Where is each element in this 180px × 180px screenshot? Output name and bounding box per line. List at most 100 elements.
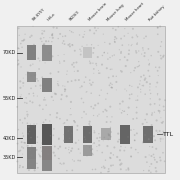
Point xyxy=(100,171,102,174)
Point xyxy=(30,154,33,157)
Point xyxy=(128,97,131,100)
Point xyxy=(118,138,121,141)
Point xyxy=(26,115,29,118)
Point xyxy=(111,83,114,86)
Point xyxy=(64,147,67,150)
Point xyxy=(148,62,151,65)
Point xyxy=(156,93,159,96)
FancyBboxPatch shape xyxy=(143,126,153,143)
Point xyxy=(145,81,148,84)
Point xyxy=(17,128,20,131)
Point xyxy=(19,86,22,89)
Point xyxy=(22,135,25,138)
Point xyxy=(18,34,21,37)
Point xyxy=(88,146,91,149)
Point xyxy=(147,48,150,50)
Point xyxy=(90,92,93,95)
Point xyxy=(156,161,158,163)
Point xyxy=(58,117,61,120)
Point xyxy=(139,88,142,91)
Point xyxy=(145,121,148,124)
Point xyxy=(30,74,33,77)
Point xyxy=(38,68,40,70)
Point xyxy=(78,33,81,36)
Point xyxy=(104,98,107,101)
Point xyxy=(111,86,114,89)
Point xyxy=(83,136,86,139)
Point xyxy=(80,97,83,100)
Point xyxy=(56,82,59,85)
Point xyxy=(161,122,164,124)
Point xyxy=(156,26,159,29)
Text: SKOV3: SKOV3 xyxy=(69,10,81,22)
Point xyxy=(125,89,128,92)
Point xyxy=(163,160,166,163)
Point xyxy=(123,110,126,113)
Point xyxy=(70,113,73,116)
Point xyxy=(134,148,137,151)
Point xyxy=(39,155,42,158)
Point xyxy=(19,95,22,98)
Point xyxy=(73,119,76,122)
Point xyxy=(108,170,111,173)
Point xyxy=(158,66,161,69)
Point xyxy=(129,129,132,132)
Point xyxy=(79,159,82,162)
Point xyxy=(126,59,129,62)
Point xyxy=(120,52,122,55)
Point xyxy=(138,64,141,67)
Point xyxy=(105,109,108,112)
Point xyxy=(86,90,88,93)
Point xyxy=(77,139,80,142)
Point xyxy=(97,72,100,75)
Point xyxy=(135,117,138,120)
FancyBboxPatch shape xyxy=(42,160,52,171)
FancyBboxPatch shape xyxy=(27,147,36,159)
Point xyxy=(98,136,101,139)
Point xyxy=(65,73,68,76)
Point xyxy=(116,156,119,158)
Point xyxy=(100,89,103,92)
Point xyxy=(142,74,145,77)
Point xyxy=(130,155,132,158)
Point xyxy=(93,142,96,145)
Point xyxy=(68,146,70,149)
Point xyxy=(149,92,152,95)
Point xyxy=(80,116,83,119)
Point xyxy=(34,127,37,130)
Point xyxy=(26,167,28,170)
Text: TTL: TTL xyxy=(163,132,175,137)
Point xyxy=(155,119,158,122)
Point xyxy=(51,34,54,37)
Point xyxy=(120,70,123,73)
Point xyxy=(68,29,71,32)
Point xyxy=(64,88,67,91)
Point xyxy=(118,102,121,105)
Point xyxy=(150,113,153,116)
Point xyxy=(109,68,112,71)
Point xyxy=(145,35,147,38)
FancyBboxPatch shape xyxy=(27,159,36,169)
Point xyxy=(144,77,147,80)
Point xyxy=(145,161,148,164)
Point xyxy=(73,66,75,68)
Point xyxy=(19,80,22,83)
Point xyxy=(71,63,74,66)
Point xyxy=(111,115,113,118)
Point xyxy=(66,80,69,83)
Point xyxy=(94,104,97,107)
Point xyxy=(48,36,51,39)
Point xyxy=(85,144,88,147)
Point xyxy=(28,159,31,162)
Point xyxy=(147,169,150,172)
Point xyxy=(148,63,150,66)
Point xyxy=(90,83,93,86)
Point xyxy=(144,118,147,121)
Point xyxy=(119,168,122,171)
Point xyxy=(32,92,35,95)
Point xyxy=(124,146,127,149)
Text: Mouse heart: Mouse heart xyxy=(125,2,145,22)
Point xyxy=(63,53,66,56)
Point xyxy=(158,110,161,113)
Point xyxy=(29,123,32,126)
